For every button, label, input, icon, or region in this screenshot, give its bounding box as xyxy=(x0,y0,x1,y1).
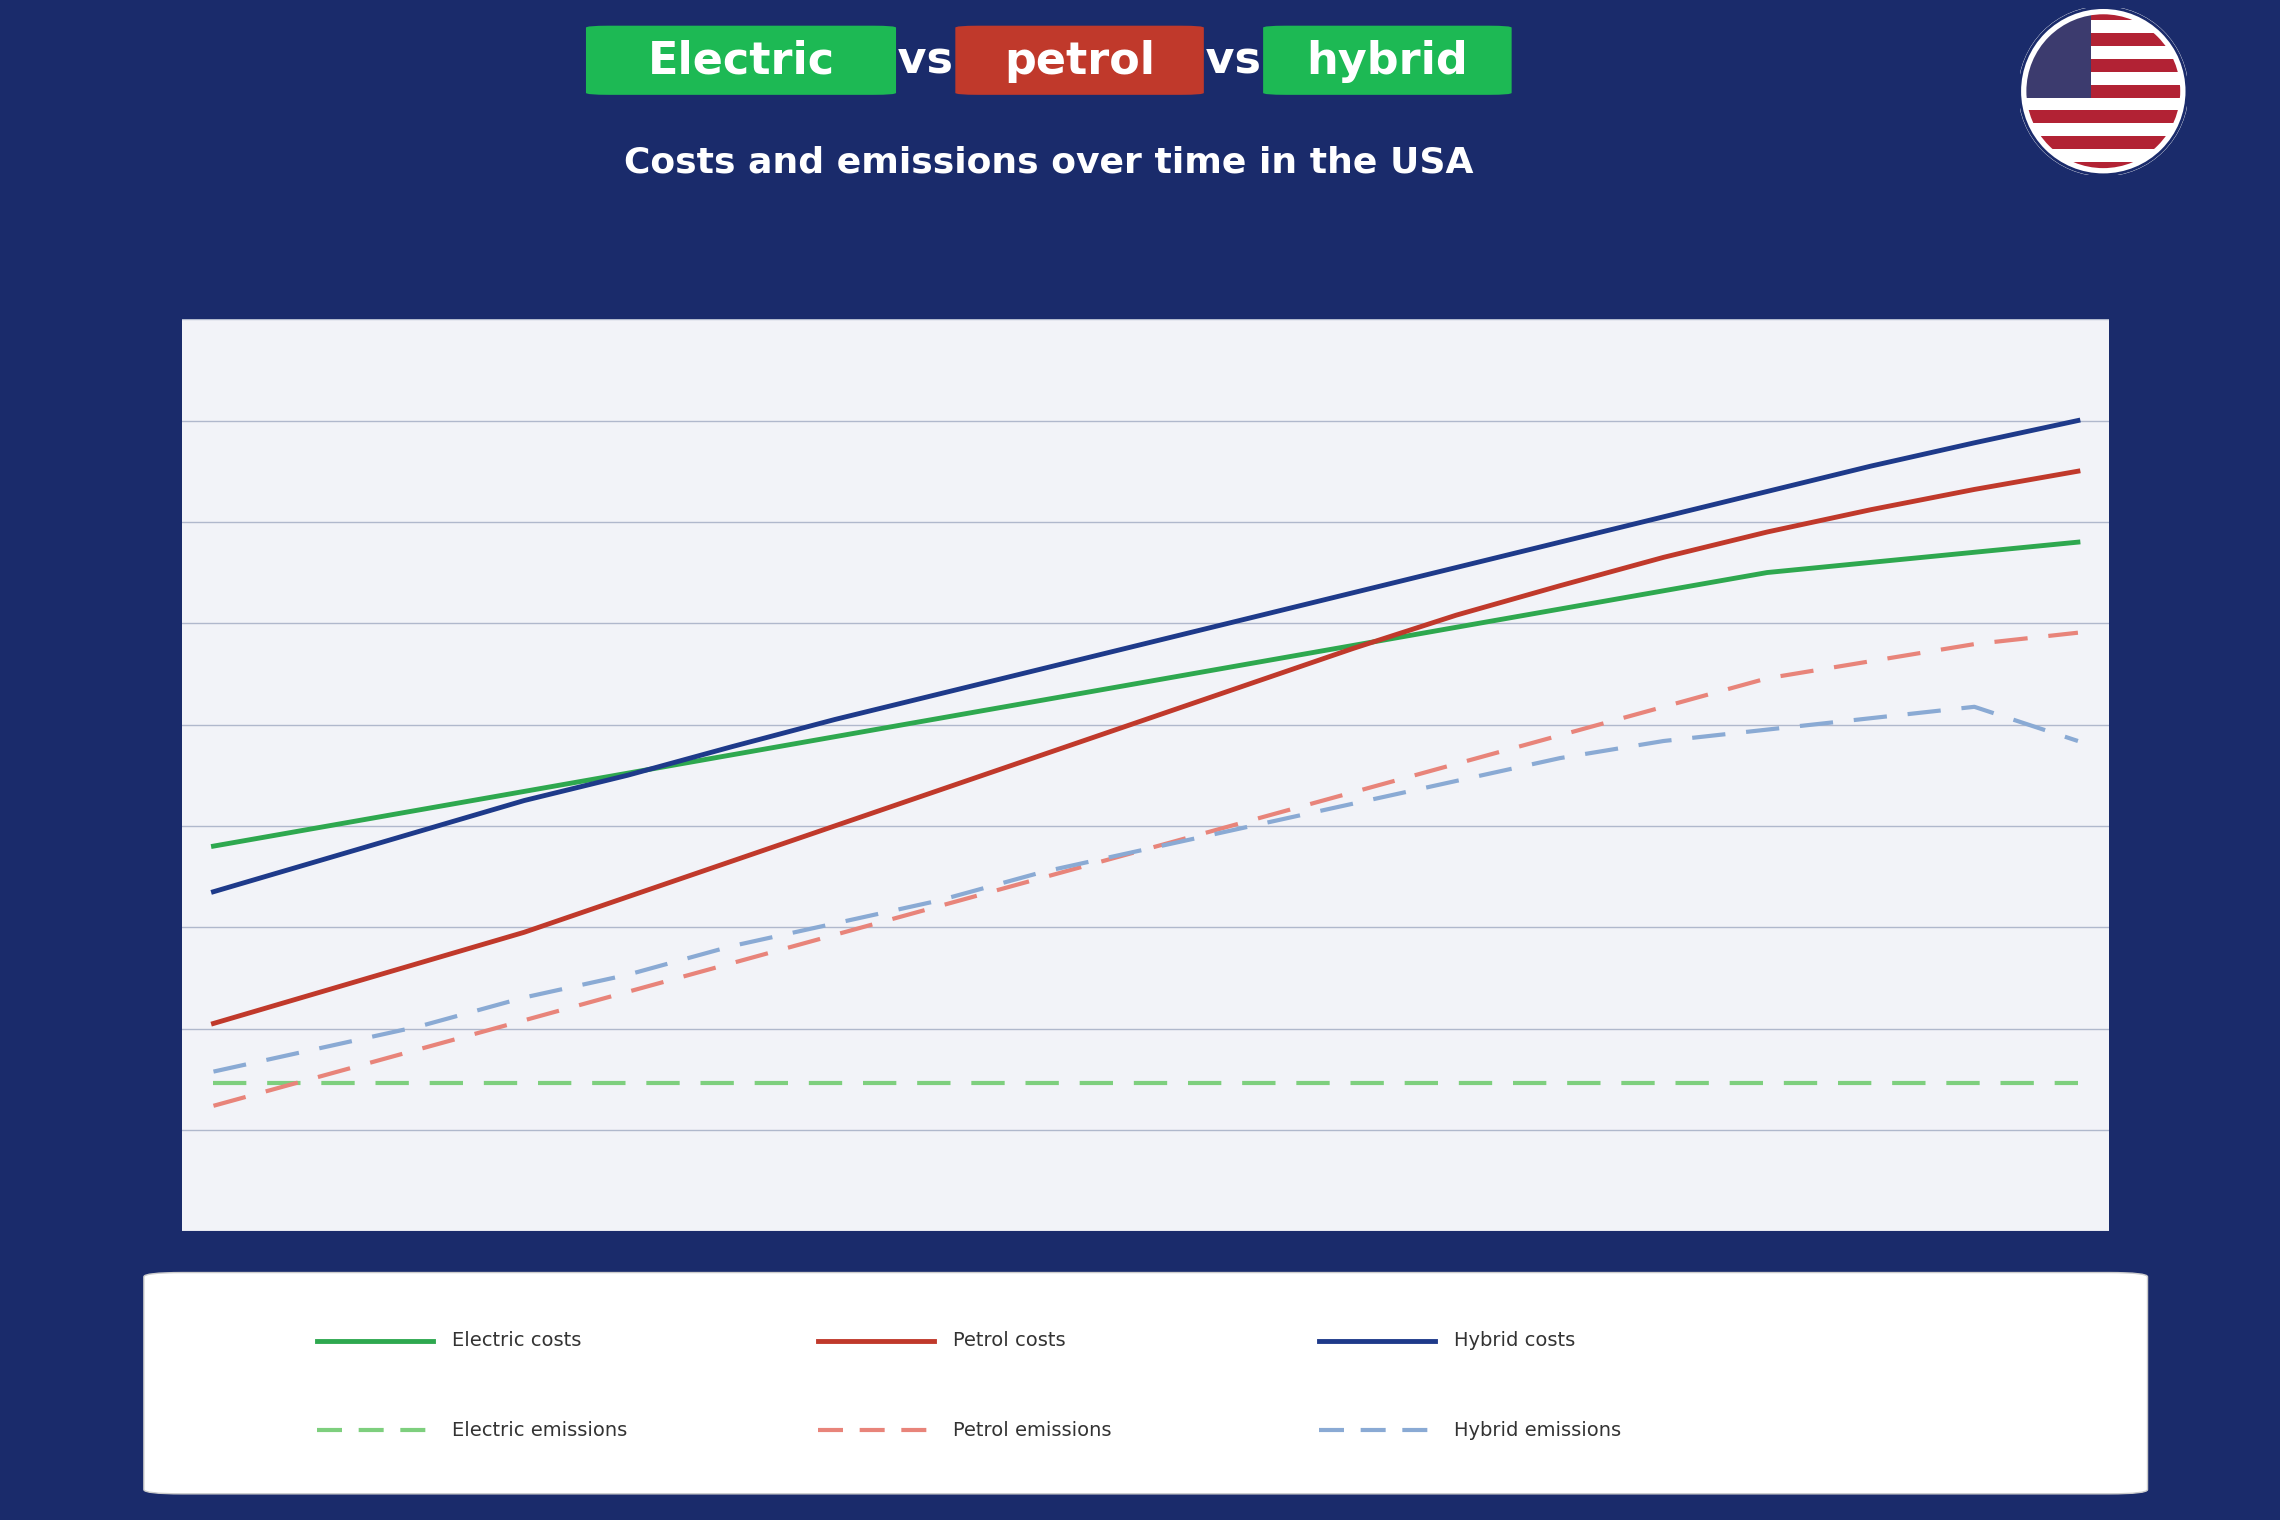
FancyBboxPatch shape xyxy=(955,26,1204,94)
Text: Electric emissions: Electric emissions xyxy=(451,1421,627,1439)
Text: Hybrid costs: Hybrid costs xyxy=(1455,1332,1575,1350)
Text: Costs and emissions over time in the USA: Costs and emissions over time in the USA xyxy=(625,144,1473,179)
Text: Electric: Electric xyxy=(648,40,834,82)
Y-axis label: Costs ($AUD): Costs ($AUD) xyxy=(62,698,82,853)
Text: vs: vs xyxy=(1190,40,1277,82)
Bar xyxy=(2020,59,2187,71)
Text: Hybrid emissions: Hybrid emissions xyxy=(1455,1421,1621,1439)
FancyBboxPatch shape xyxy=(586,26,896,94)
Text: hybrid: hybrid xyxy=(1306,40,1468,82)
Y-axis label: CO₂ emissions (tonnes): CO₂ emissions (tonnes) xyxy=(2152,638,2173,912)
Text: vs: vs xyxy=(882,40,969,82)
Bar xyxy=(2020,20,2187,33)
Bar xyxy=(2020,8,2187,20)
Text: Petrol costs: Petrol costs xyxy=(953,1332,1065,1350)
Text: Electric costs: Electric costs xyxy=(451,1332,581,1350)
Text: petrol: petrol xyxy=(1003,40,1156,82)
Bar xyxy=(2020,137,2187,149)
Bar xyxy=(2020,97,2187,111)
Bar xyxy=(2020,46,2187,59)
Bar xyxy=(2020,85,2187,97)
Bar xyxy=(2020,33,2187,46)
FancyBboxPatch shape xyxy=(144,1272,2148,1494)
Text: Petrol emissions: Petrol emissions xyxy=(953,1421,1113,1439)
FancyBboxPatch shape xyxy=(1263,26,1512,94)
Bar xyxy=(2020,111,2187,123)
Bar xyxy=(2020,123,2187,137)
Bar xyxy=(2020,163,2187,175)
Bar xyxy=(2020,71,2187,85)
Bar xyxy=(2020,8,2091,97)
Bar xyxy=(2020,149,2187,163)
